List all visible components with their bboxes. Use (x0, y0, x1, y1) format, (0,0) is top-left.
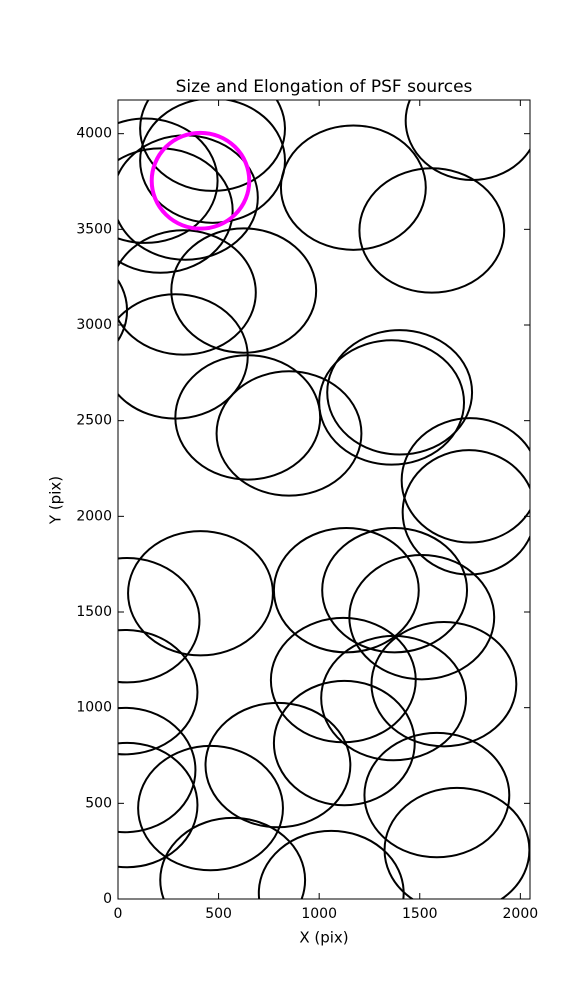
psf-ellipse (137, 744, 284, 872)
x-tick-label: 0 (114, 906, 123, 922)
psf-ellipse (370, 620, 518, 748)
x-tick-label: 1500 (402, 906, 438, 922)
psf-ellipse (400, 417, 530, 544)
y-tick-label: 1000 (76, 700, 112, 716)
psf-ellipse (279, 124, 427, 251)
axes-frame (117, 99, 531, 900)
psf-ellipse (159, 816, 307, 899)
psf-ellipse (139, 100, 286, 224)
y-tick-label: 2000 (76, 508, 112, 524)
x-axis-label: X (pix) (299, 929, 348, 947)
psf-ellipse (118, 706, 197, 834)
psf-ellipse (118, 629, 199, 756)
highlight-ellipse (149, 130, 252, 231)
psf-ellipse (321, 527, 469, 654)
psf-ellipse (170, 227, 318, 354)
x-tick-label: 500 (205, 906, 232, 922)
psf-ellipse (401, 449, 530, 576)
y-tick-label: 3500 (76, 221, 112, 237)
psf-ellipse (118, 741, 199, 869)
psf-ellipse (215, 370, 363, 497)
y-tick-label: 2500 (76, 413, 112, 429)
psf-ellipse (118, 557, 201, 684)
psf-ellipse (320, 634, 468, 762)
x-tick-label: 2000 (503, 906, 539, 922)
psf-ellipse (404, 100, 530, 181)
y-tick-label: 4000 (76, 126, 112, 142)
psf-ellipse (383, 786, 530, 899)
psf-ellipse (363, 731, 511, 859)
y-axis-label: Y (pix) (47, 476, 65, 525)
y-tick-label: 0 (103, 891, 112, 907)
psf-ellipse (118, 229, 257, 356)
y-tick-label: 500 (85, 795, 112, 811)
psf-ellipse (358, 167, 506, 294)
chart-title: Size and Elongation of PSF sources (176, 77, 473, 97)
psf-ellipse (326, 329, 474, 456)
psf-ellipse (127, 530, 274, 657)
psf-ellipse (272, 527, 420, 654)
y-tick-label: 3000 (76, 317, 112, 333)
psf-ellipse (118, 147, 234, 274)
psf-ellipse (272, 679, 416, 807)
plot-area (118, 100, 530, 899)
y-tick-label: 1500 (76, 604, 112, 620)
psf-ellipse (318, 339, 466, 466)
psf-ellipse (139, 100, 286, 192)
psf-ellipse (348, 553, 496, 681)
x-tick-label: 1000 (301, 906, 337, 922)
psf-ellipse (118, 117, 219, 244)
psf-ellipse (204, 701, 352, 829)
